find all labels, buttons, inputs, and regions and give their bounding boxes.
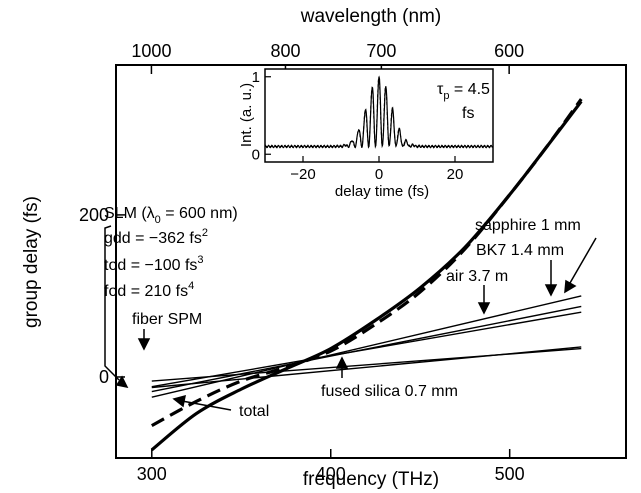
- inset-x-tick-label: 20: [447, 166, 464, 183]
- x-axis-title: frequency (THz): [303, 469, 439, 490]
- inset-ticks: −20 0 20 0 1: [252, 69, 464, 183]
- sapphire-arrow: [564, 237, 597, 294]
- inset-y-title: Int. (a. u.): [238, 83, 255, 147]
- fused-silica-arrow: [335, 356, 349, 378]
- inset-y-tick-label: 1: [252, 69, 260, 86]
- series-line-slm: [151, 98, 583, 427]
- series-group: [150, 98, 583, 452]
- fiber-spm-arrow: [137, 329, 151, 351]
- air-annotation: air 3.7 m: [446, 268, 508, 285]
- bk7-arrow: [544, 260, 558, 297]
- bk7-annotation: BK7 1.4 mm: [476, 242, 564, 259]
- y-tick-label: 0: [99, 367, 109, 387]
- plot-frame: [115, 64, 627, 459]
- inset-pulse-fit: [265, 75, 493, 148]
- x-tick-label: 500: [495, 464, 525, 484]
- x-tick-label: 400: [316, 464, 346, 484]
- inset-x-tick-label: −20: [290, 166, 315, 183]
- inset-x-tick-label: 0: [375, 166, 383, 183]
- air-arrow: [477, 285, 491, 315]
- total-arrow: [172, 394, 232, 411]
- annotation-arrows: [104, 225, 597, 411]
- fused-silica-annotation: fused silica 0.7 mm: [321, 383, 458, 400]
- x2-tick-label: 1000: [131, 41, 171, 61]
- x2-axis-title: wavelength (nm): [300, 6, 441, 27]
- x2-tick-label: 700: [366, 41, 396, 61]
- x2-tick-label: 800: [270, 41, 300, 61]
- x-tick-label: 300: [137, 464, 167, 484]
- series-line-air-3-7-m: [151, 311, 582, 388]
- fiber-spm-annotation: fiber SPM: [132, 311, 202, 328]
- gdd-annotation: gdd = −362 fs2: [104, 227, 208, 247]
- total-annotation: total: [239, 403, 269, 420]
- inset-y-tick-label: 0: [252, 146, 260, 163]
- sapphire-annotation: sapphire 1 mm: [475, 217, 581, 234]
- tau-annotation: τp = 4.5: [437, 81, 490, 102]
- y-axis-title: group delay (fs): [21, 196, 42, 328]
- inset-x-title: delay time (fs): [335, 183, 429, 200]
- fod-annotation: fod = 210 fs4: [104, 280, 194, 300]
- annotations: SLM (λ0 = 600 nm) gdd = −362 fs2 tod = −…: [104, 205, 581, 420]
- tau-unit: fs: [462, 105, 474, 122]
- slm-arrow: [104, 225, 129, 389]
- slm-annotation: SLM (λ0 = 600 nm): [104, 205, 238, 226]
- tod-annotation: tod = −100 fs3: [104, 254, 204, 274]
- y-tick-label: 200: [79, 205, 109, 225]
- series-line-fused-silica-0-7-mm: [151, 346, 582, 389]
- inset: −20 0 20 0 1 Int. (a. u.) delay time (fs) τp…: [238, 68, 494, 200]
- x2-tick-label: 600: [494, 41, 524, 61]
